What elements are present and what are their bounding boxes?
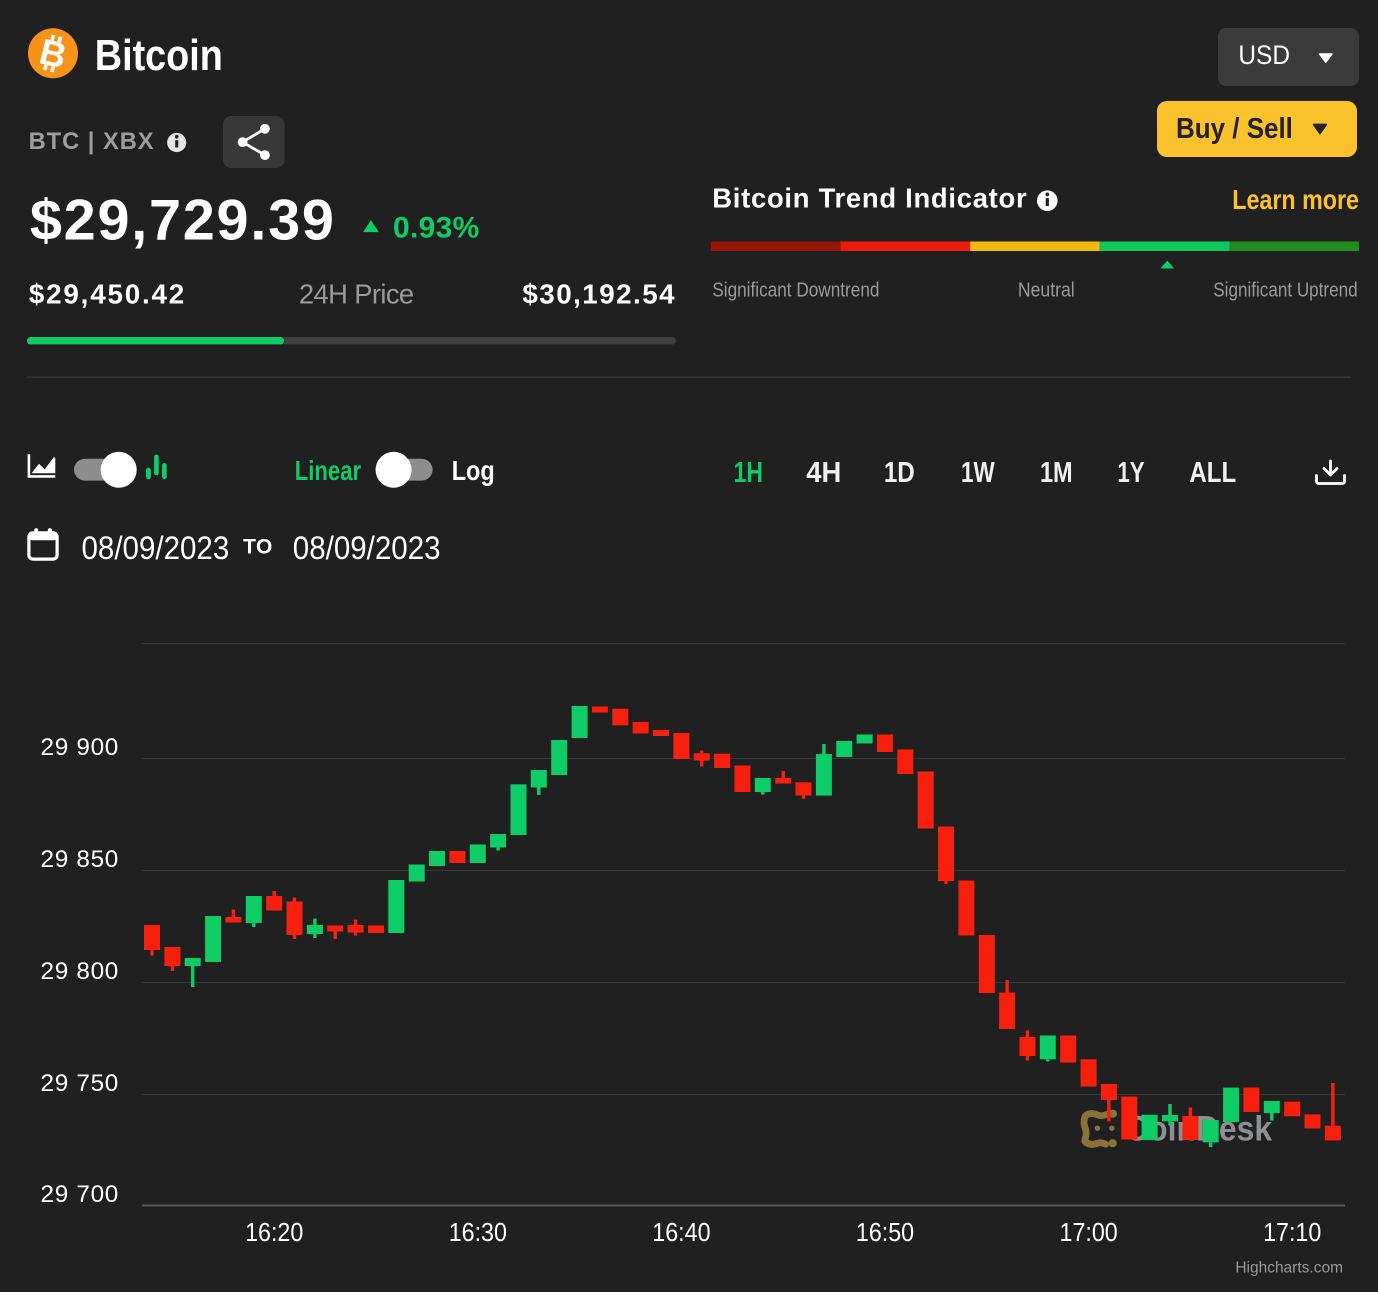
svg-text:BTC | XBX: BTC | XBX <box>29 129 155 155</box>
svg-text:29 750: 29 750 <box>40 1070 119 1097</box>
svg-text:17:10: 17:10 <box>1263 1219 1321 1248</box>
svg-text:$30,192.54: $30,192.54 <box>522 279 676 310</box>
svg-text:16:20: 16:20 <box>245 1219 303 1248</box>
svg-text:0.93%: 0.93% <box>393 212 480 245</box>
svg-text:08/09/2023: 08/09/2023 <box>82 530 230 566</box>
svg-text:16:30: 16:30 <box>449 1219 507 1248</box>
svg-text:Bitcoin Trend Indicator: Bitcoin Trend Indicator <box>712 182 1027 213</box>
svg-text:ALL: ALL <box>1189 456 1236 488</box>
svg-text:4H: 4H <box>806 456 841 488</box>
svg-text:$29,450.42: $29,450.42 <box>29 279 186 310</box>
svg-text:08/09/2023: 08/09/2023 <box>293 530 441 566</box>
svg-text:Log: Log <box>452 456 495 486</box>
svg-text:Linear: Linear <box>295 456 362 487</box>
svg-text:TO: TO <box>243 535 273 558</box>
svg-text:Learn more: Learn more <box>1232 185 1359 215</box>
svg-text:Neutral: Neutral <box>1018 279 1075 301</box>
svg-text:$29,729.39: $29,729.39 <box>30 189 336 253</box>
svg-text:24H Price: 24H Price <box>299 279 414 310</box>
svg-text:Significant Downtrend: Significant Downtrend <box>712 278 879 301</box>
svg-text:1D: 1D <box>884 456 915 488</box>
svg-text:1Y: 1Y <box>1117 457 1144 488</box>
svg-text:29 850: 29 850 <box>40 846 119 873</box>
svg-text:Highcharts.com: Highcharts.com <box>1235 1260 1343 1277</box>
svg-text:16:50: 16:50 <box>856 1219 914 1248</box>
svg-text:Bitcoin: Bitcoin <box>95 30 223 79</box>
svg-text:16:40: 16:40 <box>652 1219 710 1248</box>
svg-text:USD: USD <box>1238 41 1290 70</box>
svg-text:29 800: 29 800 <box>40 958 119 985</box>
svg-text:29 900: 29 900 <box>40 734 119 761</box>
svg-text:1W: 1W <box>961 457 995 488</box>
svg-text:Buy / Sell: Buy / Sell <box>1176 111 1293 144</box>
svg-text:29 700: 29 700 <box>40 1181 119 1208</box>
svg-text:1M: 1M <box>1040 456 1073 489</box>
svg-text:17:00: 17:00 <box>1059 1219 1117 1248</box>
svg-text:Significant Uptrend: Significant Uptrend <box>1213 278 1357 301</box>
svg-text:1H: 1H <box>734 455 763 488</box>
